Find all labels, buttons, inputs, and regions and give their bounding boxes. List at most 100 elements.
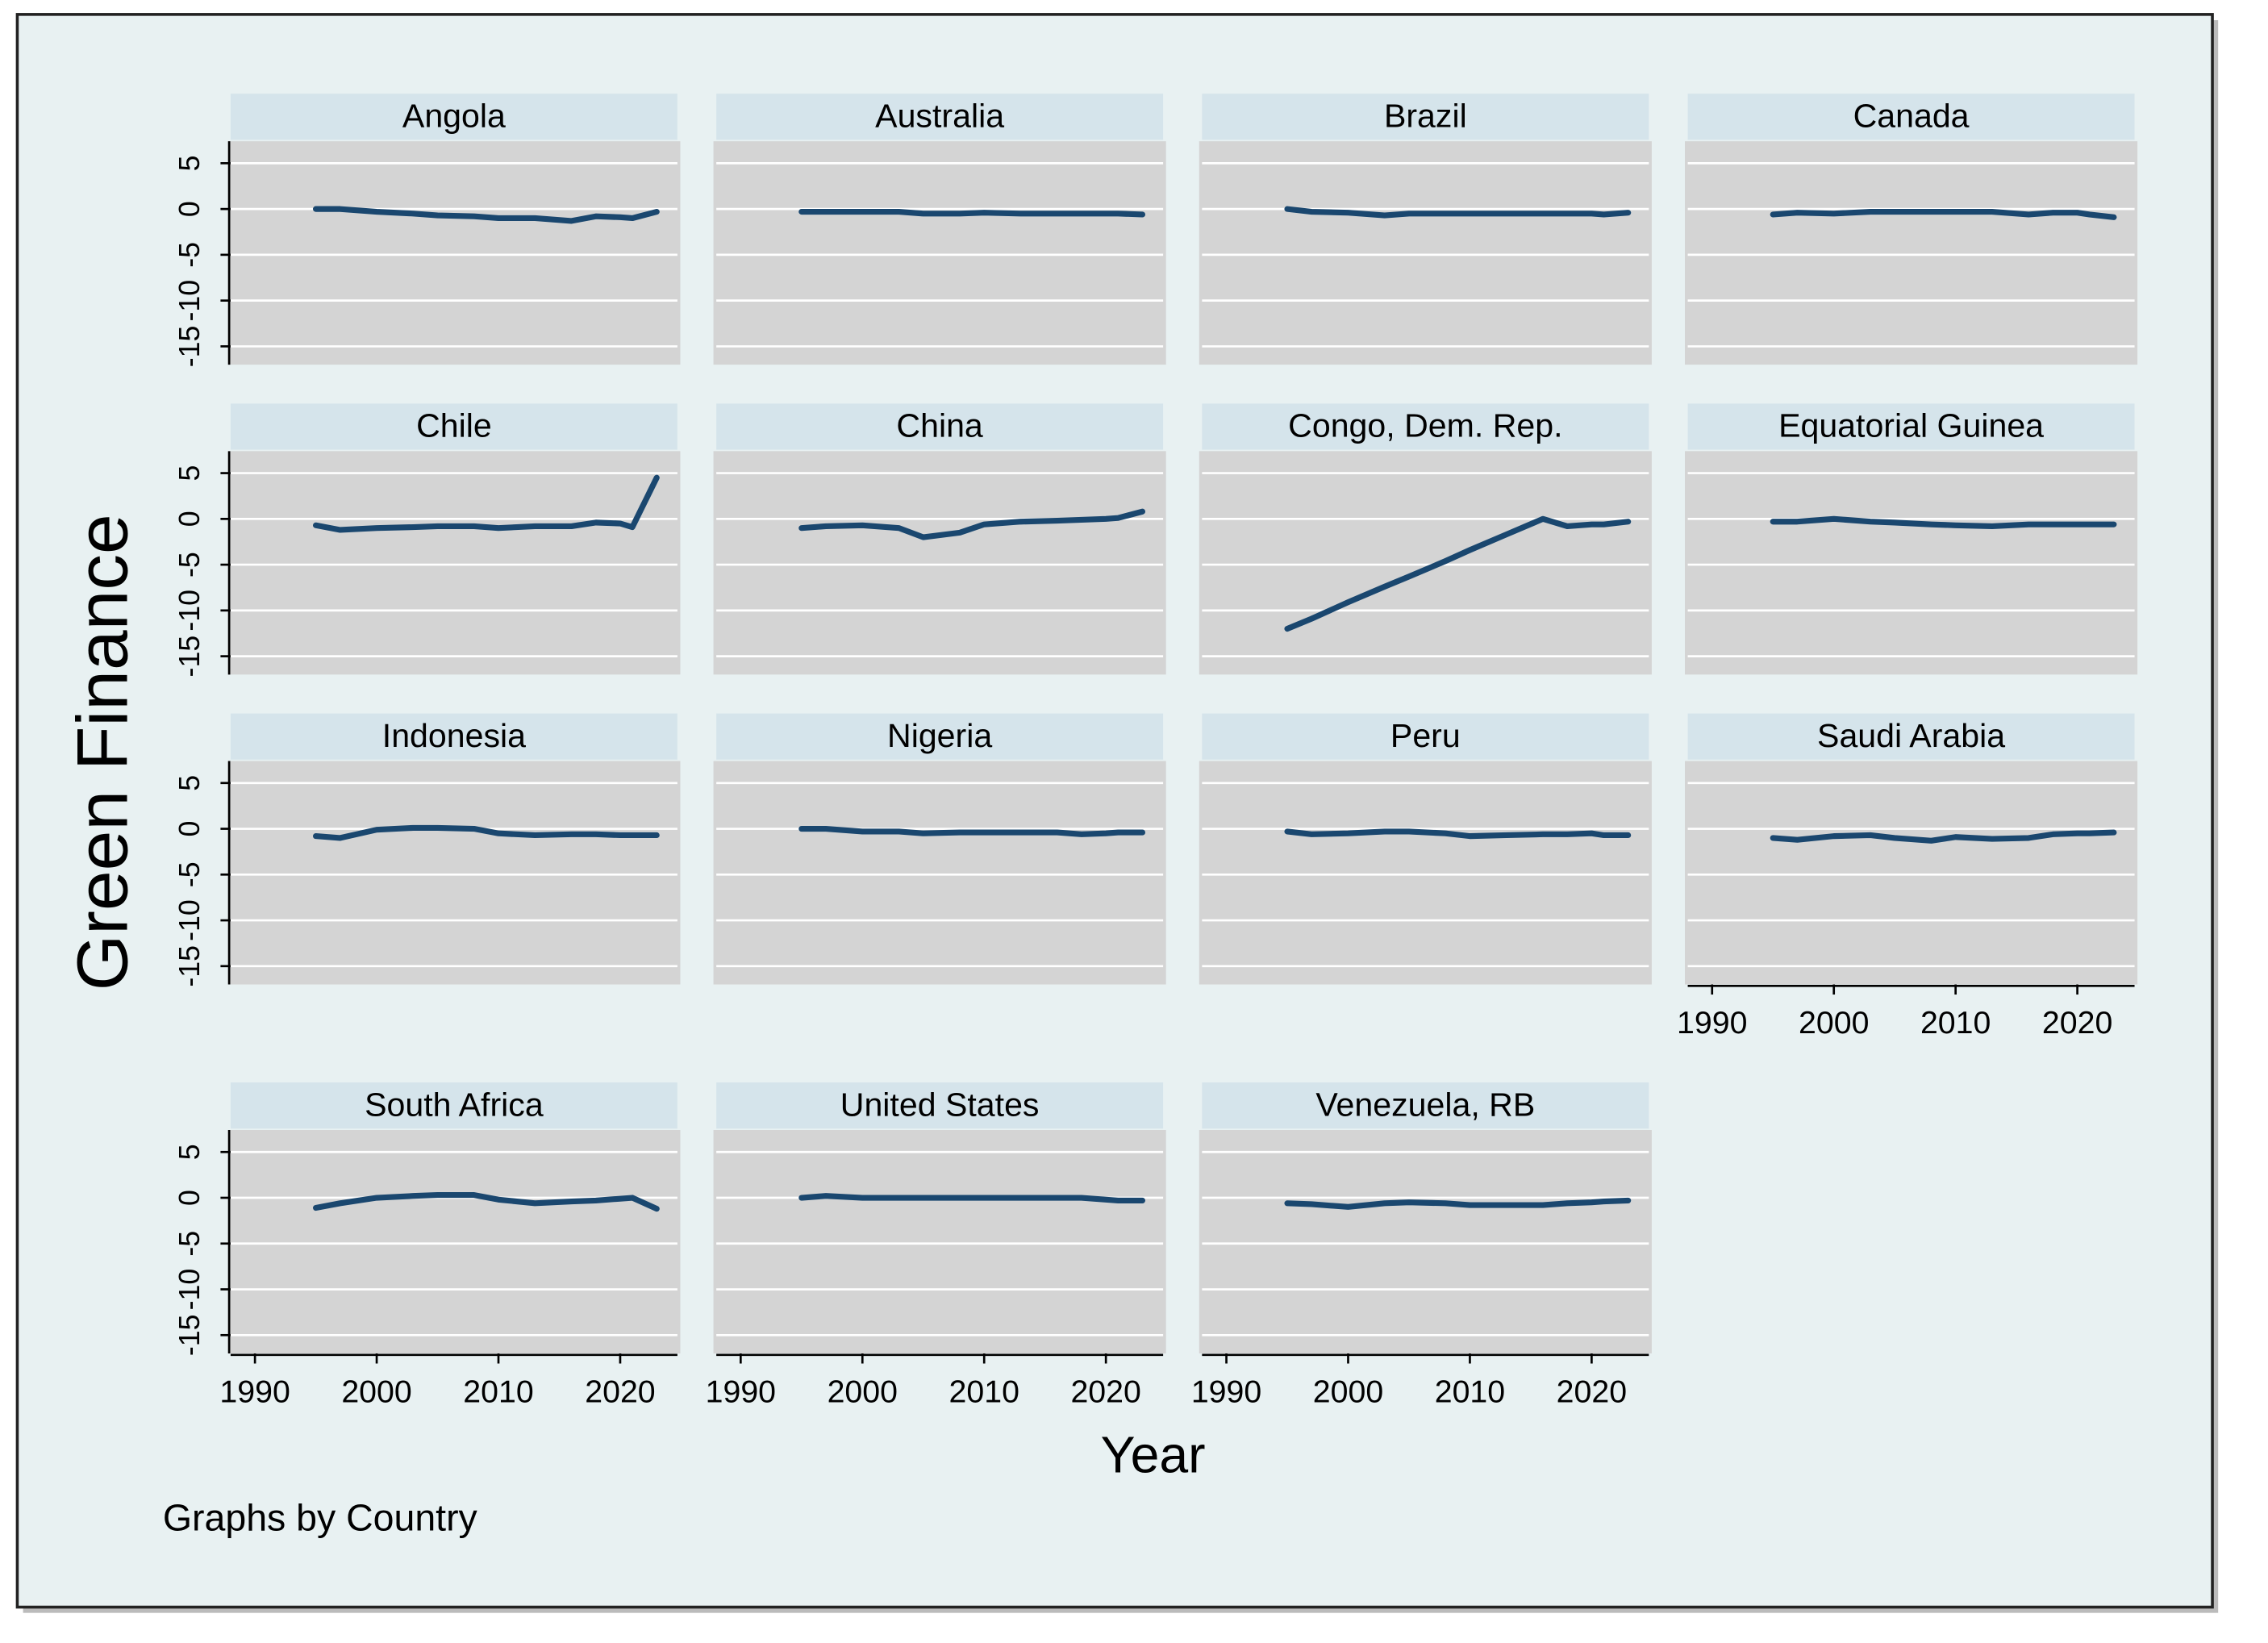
plot-area <box>713 761 1166 985</box>
x-tick-label: 2020 <box>1070 1374 1140 1409</box>
y-tick-label: -5 <box>173 1231 206 1257</box>
y-tick-label: -15 <box>173 636 206 678</box>
line <box>1284 828 1632 840</box>
plot-area <box>227 141 681 365</box>
plot-area <box>1199 451 1652 675</box>
y-tick-label: 0 <box>173 201 206 217</box>
plot-area <box>1199 761 1652 985</box>
line <box>313 1192 660 1212</box>
strip <box>230 94 677 140</box>
line <box>798 1193 1146 1203</box>
y-tick-label: 0 <box>173 821 206 837</box>
y-tick-label: 5 <box>173 775 206 791</box>
strip <box>1202 1082 1649 1129</box>
x-tick-label: 2010 <box>1920 1005 1991 1040</box>
strip <box>1687 713 2135 760</box>
x-tick-label: 1990 <box>219 1374 290 1409</box>
x-tick-label: 2020 <box>1557 1374 1627 1409</box>
y-tick-label: -15 <box>173 945 206 987</box>
x-tick-label: 2020 <box>2042 1005 2112 1040</box>
strip <box>1687 94 2135 140</box>
line <box>798 208 1146 218</box>
plot-area <box>1199 1130 1652 1353</box>
plot-area <box>1199 141 1652 365</box>
panel-title: Venezuela, RB <box>1315 1086 1535 1123</box>
panel-title: Congo, Dem. Rep. <box>1288 407 1562 444</box>
strip <box>1202 403 1649 450</box>
strip <box>230 713 677 760</box>
x-axis-title: Year <box>1101 1425 1206 1483</box>
panel-title: Indonesia <box>382 717 526 754</box>
x-tick-label: 2000 <box>828 1374 898 1409</box>
line <box>798 508 1146 540</box>
line <box>1284 206 1632 219</box>
y-tick-label: -10 <box>173 899 206 941</box>
y-tick-label: 0 <box>173 511 206 527</box>
line <box>1284 515 1632 632</box>
note: Graphs by Country <box>163 1497 478 1539</box>
y-tick-label: -10 <box>173 1269 206 1311</box>
panel-title: Peru <box>1390 717 1461 754</box>
strip <box>1202 713 1649 760</box>
x-tick-label: 1990 <box>706 1374 776 1409</box>
y-tick-label: -10 <box>173 590 206 632</box>
strip <box>1687 403 2135 450</box>
x-tick-label: 2000 <box>341 1374 411 1409</box>
line <box>1284 1197 1632 1210</box>
plot-area <box>713 141 1166 365</box>
plot-area <box>227 1130 681 1353</box>
y-tick-label: 5 <box>173 155 206 171</box>
plot-area <box>1685 141 2138 365</box>
strip <box>716 1082 1164 1129</box>
x-tick-label: 2000 <box>1799 1005 1869 1040</box>
panel-title: United States <box>840 1086 1040 1123</box>
y-tick-label: 0 <box>173 1190 206 1206</box>
y-tick-label: 5 <box>173 1144 206 1160</box>
plot-area <box>713 451 1166 675</box>
line <box>313 206 660 224</box>
plot-area <box>227 761 681 985</box>
line <box>1770 515 2117 529</box>
x-tick-label: 2020 <box>585 1374 655 1409</box>
strip <box>230 403 677 450</box>
panel-title: Australia <box>875 97 1004 134</box>
x-tick-label: 1990 <box>1677 1005 1747 1040</box>
y-tick-label: -5 <box>173 242 206 268</box>
strip <box>716 94 1164 140</box>
plot-area <box>713 1130 1166 1353</box>
panel-title: Equatorial Guinea <box>1778 407 2044 444</box>
line <box>313 474 660 533</box>
y-tick-label: -15 <box>173 1314 206 1356</box>
line <box>313 824 660 841</box>
y-tick-label: -15 <box>173 326 206 368</box>
strip <box>230 1082 677 1129</box>
strip <box>716 403 1164 450</box>
chart-body: Green Finance Year Graphs by Country Ang… <box>15 13 2219 1613</box>
panel-title: South Africa <box>365 1086 544 1123</box>
panel-title: Saudi Arabia <box>1817 717 2005 754</box>
panel-title: Nigeria <box>887 717 992 754</box>
y-axis-title: Green Finance <box>62 514 143 990</box>
x-tick-label: 2010 <box>949 1374 1019 1409</box>
line <box>1770 208 2117 220</box>
panel-title: Angola <box>402 97 506 134</box>
plot-area <box>1685 761 2138 985</box>
line <box>1770 829 2117 844</box>
x-tick-label: 2010 <box>463 1374 533 1409</box>
y-tick-label: -5 <box>173 861 206 887</box>
strip <box>716 713 1164 760</box>
plot-area <box>1685 451 2138 675</box>
x-tick-label: 2010 <box>1435 1374 1505 1409</box>
y-tick-label: 5 <box>173 465 206 482</box>
y-tick-label: -10 <box>173 280 206 322</box>
strip <box>1202 94 1649 140</box>
panel-title: Chile <box>416 407 492 444</box>
line <box>798 825 1146 837</box>
y-tick-label: -5 <box>173 552 206 578</box>
x-tick-label: 1990 <box>1191 1374 1261 1409</box>
panel-title: Canada <box>1853 97 1970 134</box>
plot-area <box>227 451 681 675</box>
panel-title: Brazil <box>1384 97 1467 134</box>
